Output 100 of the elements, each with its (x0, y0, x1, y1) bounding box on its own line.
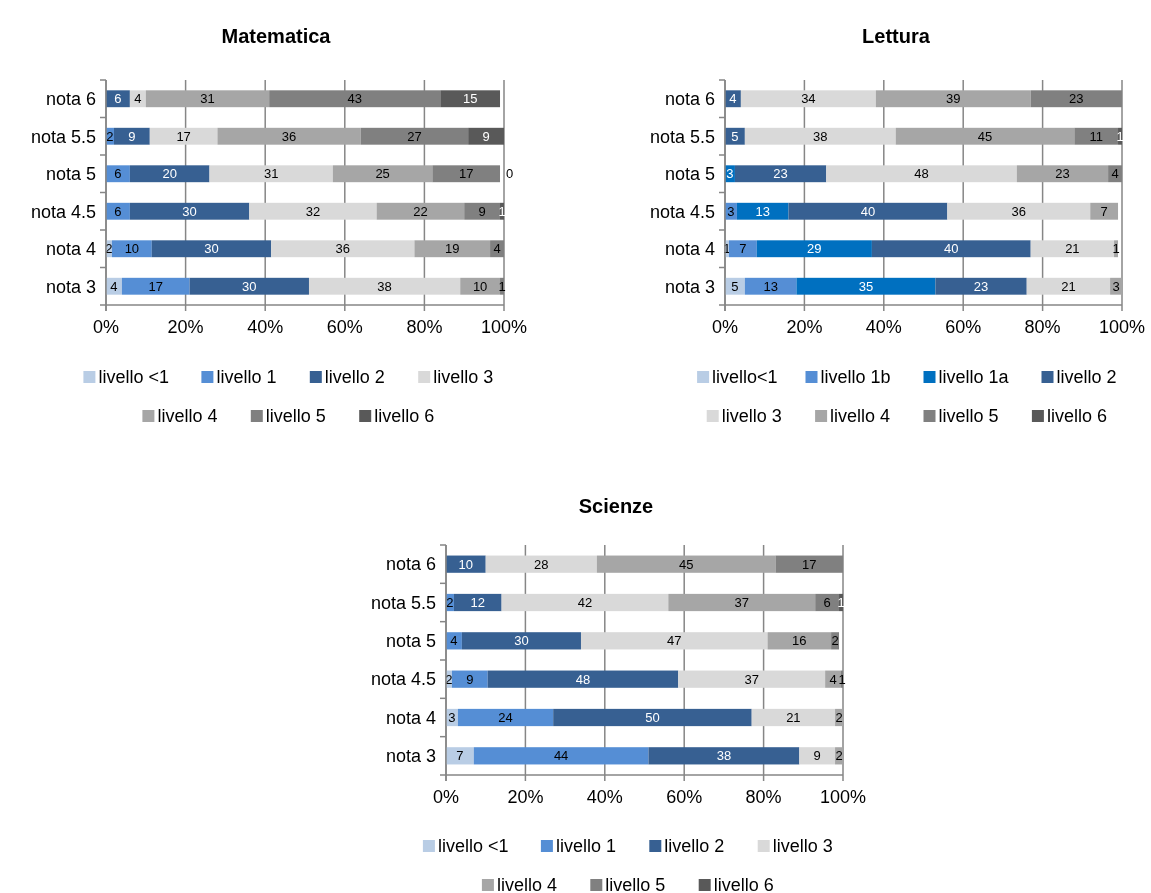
legend-label: livello 3 (772, 836, 833, 857)
x-tick-label: 80% (406, 317, 443, 338)
bar (1030, 240, 1115, 258)
data-label: 31 (263, 166, 279, 182)
data-label: 36 (335, 241, 351, 257)
y-tick-label: nota 3 (385, 746, 436, 767)
y-tick-label: nota 5.5 (370, 592, 436, 613)
data-label: 6 (114, 91, 122, 107)
bar (734, 165, 827, 183)
data-label: 4 (450, 633, 458, 649)
data-label: 1 (498, 203, 506, 219)
legend-label: livello 5 (605, 875, 666, 893)
data-label: 44 (553, 748, 569, 764)
data-label: 2 (835, 710, 843, 726)
bar (751, 708, 836, 727)
data-label: 32 (305, 203, 321, 219)
x-tick-label: 40% (586, 787, 623, 808)
legend-label: livello 2 (324, 367, 385, 388)
bar (121, 277, 190, 295)
bar (249, 202, 377, 220)
bar (461, 632, 581, 650)
data-label: 42 (577, 595, 593, 611)
data-label: 12 (470, 595, 485, 611)
bar (129, 202, 250, 220)
bar (1090, 202, 1119, 220)
data-label: 27 (407, 128, 422, 144)
x-tick-label: 40% (247, 317, 284, 338)
legend-label: livello 5 (938, 406, 999, 427)
data-label: 15 (462, 91, 478, 107)
bar (678, 670, 826, 688)
bar (149, 127, 218, 145)
data-label: 43 (347, 91, 362, 107)
data-label: 2 (445, 671, 453, 687)
bar (457, 708, 554, 727)
data-label: 30 (242, 278, 257, 294)
bar (767, 632, 832, 650)
data-label: 4 (110, 278, 118, 294)
data-label: 24 (498, 710, 513, 726)
bar (485, 555, 597, 573)
y-tick-label: nota 5 (385, 631, 436, 652)
x-tick-label: 20% (507, 787, 544, 808)
bar (947, 202, 1091, 220)
data-label: 2 (446, 595, 454, 611)
x-tick-label: 40% (865, 317, 902, 338)
legend-label: livello <1 (98, 367, 169, 388)
data-label: 9 (478, 203, 486, 219)
data-label: 13 (763, 278, 778, 294)
data-label: 2 (835, 748, 843, 764)
bar (487, 670, 679, 688)
bar (332, 165, 433, 183)
legend-label: livello 1a (938, 367, 1010, 388)
data-label: 10 (472, 278, 488, 294)
bar (788, 202, 948, 220)
legend-label: livello 4 (830, 406, 891, 427)
y-tick-label: nota 4.5 (370, 669, 436, 690)
bar (451, 670, 488, 688)
bar (553, 708, 752, 727)
bar (209, 165, 333, 183)
data-label: 37 (744, 671, 759, 687)
bar (728, 240, 757, 258)
x-tick-label: 0% (432, 787, 460, 808)
legend-label: livello<1 (712, 367, 778, 388)
data-label: 48 (575, 671, 591, 687)
data-label: 39 (946, 91, 961, 107)
data-label: 4 (493, 241, 501, 257)
data-label: 1 (1116, 128, 1124, 144)
data-label: 4 (1111, 166, 1119, 182)
bar (145, 90, 270, 108)
x-tick-label: 0% (711, 317, 739, 338)
bar (744, 127, 896, 145)
y-tick-label: nota 4.5 (30, 201, 96, 222)
legend-label: livello 2 (1056, 367, 1117, 388)
data-label: 0 (506, 166, 514, 182)
data-label: 4 (134, 91, 142, 107)
data-label: 6 (114, 166, 122, 182)
y-tick-label: nota 5.5 (30, 126, 96, 147)
data-label: 17 (148, 278, 163, 294)
x-tick-label: 60% (945, 317, 982, 338)
data-label: 45 (977, 128, 993, 144)
data-label: 7 (456, 748, 464, 764)
data-label: 4 (829, 671, 837, 687)
data-label: 21 (1065, 241, 1080, 257)
data-label: 6 (114, 203, 122, 219)
bar (460, 277, 501, 295)
data-label: 36 (1011, 203, 1027, 219)
data-label: 9 (813, 748, 821, 764)
y-tick-label: nota 5 (664, 164, 715, 185)
data-label: 17 (176, 128, 191, 144)
data-label: 45 (678, 556, 694, 572)
bar (826, 165, 1017, 183)
bar (464, 202, 501, 220)
data-label: 10 (458, 556, 474, 572)
data-label: 1 (1112, 241, 1120, 257)
bar (935, 277, 1027, 295)
data-label: 17 (458, 166, 474, 182)
bar (217, 127, 361, 145)
data-label: 47 (667, 633, 682, 649)
data-label: 5 (731, 128, 739, 144)
data-label: 36 (281, 128, 297, 144)
bar (446, 747, 474, 765)
